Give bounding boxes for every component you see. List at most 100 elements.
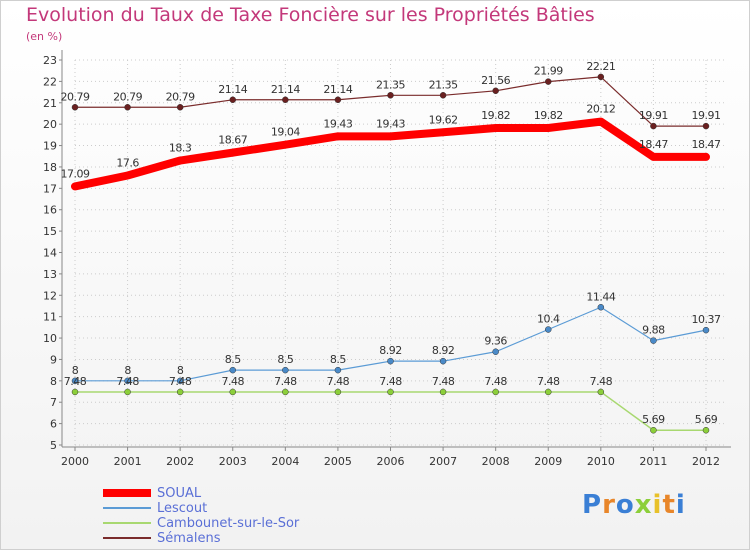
data-point: [650, 337, 657, 344]
data-point: [597, 73, 605, 81]
data-label: 17.09: [61, 167, 90, 180]
data-point: [71, 388, 79, 396]
data-label: 10.4: [537, 313, 560, 326]
logo-letter: P: [582, 490, 603, 520]
legend-item-semalens: Sémalens: [103, 530, 221, 546]
legend-swatch: [103, 507, 151, 509]
data-point: [650, 122, 657, 130]
data-label: 9.36: [484, 335, 507, 348]
data-point: [439, 357, 447, 365]
x-tick-label: 2006: [377, 455, 405, 468]
legend-item-cambounet: Cambounet-sur-le-Sor: [103, 515, 299, 531]
y-tick-label: 9: [50, 353, 57, 366]
data-point: [492, 348, 499, 355]
data-label: 7.48: [169, 375, 192, 388]
data-point: [545, 388, 552, 396]
data-label: 20.12: [586, 103, 615, 116]
data-label: 9.88: [642, 324, 665, 337]
data-point: [334, 96, 342, 104]
legend-swatch: [103, 489, 151, 497]
logo-letter: o: [615, 490, 635, 520]
data-label: 11.44: [586, 290, 615, 303]
data-point: [229, 366, 236, 374]
data-point: [387, 388, 394, 396]
logo-letter: t: [662, 490, 676, 520]
x-tick-label: 2001: [114, 455, 142, 468]
data-point: [176, 377, 184, 385]
data-label: 8.92: [432, 344, 455, 357]
data-label: 5.69: [695, 413, 718, 426]
x-tick-label: 2009: [534, 455, 562, 468]
data-point: [492, 388, 499, 396]
data-label: 7.48: [379, 375, 402, 388]
x-tick-label: 2003: [219, 455, 247, 468]
data-label: 7.48: [590, 375, 613, 388]
data-label: 19.91: [639, 109, 668, 122]
data-point: [702, 426, 710, 434]
data-label: 8: [72, 364, 79, 377]
data-label: 8: [177, 364, 184, 377]
data-label: 18.47: [692, 138, 721, 151]
data-point: [439, 388, 447, 396]
x-tick-label: 2004: [271, 455, 299, 468]
legend-item-soual: SOUAL: [103, 485, 201, 501]
data-label: 18.67: [218, 134, 247, 147]
x-tick-label: 2010: [587, 455, 615, 468]
data-label: 7.48: [274, 375, 297, 388]
data-label: 7.48: [116, 375, 139, 388]
data-label: 19.04: [271, 126, 300, 139]
data-point: [124, 388, 131, 396]
y-tick-label: 22: [43, 75, 57, 88]
data-label: 7.48: [432, 375, 455, 388]
y-tick-label: 14: [43, 247, 57, 260]
legend-label: Lescout: [157, 500, 208, 516]
logo-letter: i: [652, 490, 663, 520]
data-label: 17.6: [116, 157, 139, 170]
proxiti-logo: Proxiti: [582, 490, 686, 520]
legend-label: Cambounet-sur-le-Sor: [157, 515, 300, 531]
data-label: 21.56: [481, 74, 510, 87]
legend-label: SOUAL: [157, 485, 202, 501]
data-point: [702, 122, 710, 130]
data-label: 20.79: [113, 90, 142, 103]
data-point: [387, 92, 394, 99]
legend-swatch: [103, 537, 151, 539]
data-point: [334, 366, 342, 374]
data-label: 7.48: [327, 375, 350, 388]
x-tick-label: 2000: [61, 455, 89, 468]
data-point: [282, 366, 289, 374]
legend-label: Sémalens: [157, 530, 221, 546]
data-point: [334, 388, 342, 396]
data-label: 7.48: [222, 375, 245, 388]
y-tick-label: 7: [50, 396, 57, 409]
data-label: 19.91: [692, 109, 721, 122]
y-tick-label: 23: [43, 54, 57, 67]
y-tick-label: 5: [50, 439, 57, 452]
data-point: [176, 104, 184, 111]
data-point: [545, 326, 552, 333]
x-tick-label: 2008: [482, 455, 510, 468]
data-label: 19.43: [376, 117, 405, 130]
chart-title: Evolution du Taux de Taxe Foncière sur l…: [26, 4, 595, 26]
data-label: 10.37: [692, 313, 721, 326]
data-label: 20.79: [61, 90, 90, 103]
x-tick-label: 2012: [692, 455, 720, 468]
data-label: 21.35: [429, 78, 458, 91]
data-label: 22.21: [586, 60, 615, 73]
data-point: [124, 377, 131, 385]
chart-subtitle: (en %): [26, 30, 63, 43]
data-label: 20.79: [166, 90, 195, 103]
data-label: 19.62: [429, 113, 458, 126]
logo-letter: r: [602, 490, 616, 520]
y-tick-label: 6: [50, 418, 57, 431]
data-point: [282, 388, 289, 396]
data-label: 5.69: [642, 413, 665, 426]
data-label: 21.35: [376, 78, 405, 91]
data-point: [124, 104, 131, 111]
y-tick-label: 8: [50, 375, 57, 388]
y-tick-label: 16: [43, 204, 57, 217]
data-label: 21.14: [271, 83, 300, 96]
data-label: 7.48: [537, 375, 560, 388]
